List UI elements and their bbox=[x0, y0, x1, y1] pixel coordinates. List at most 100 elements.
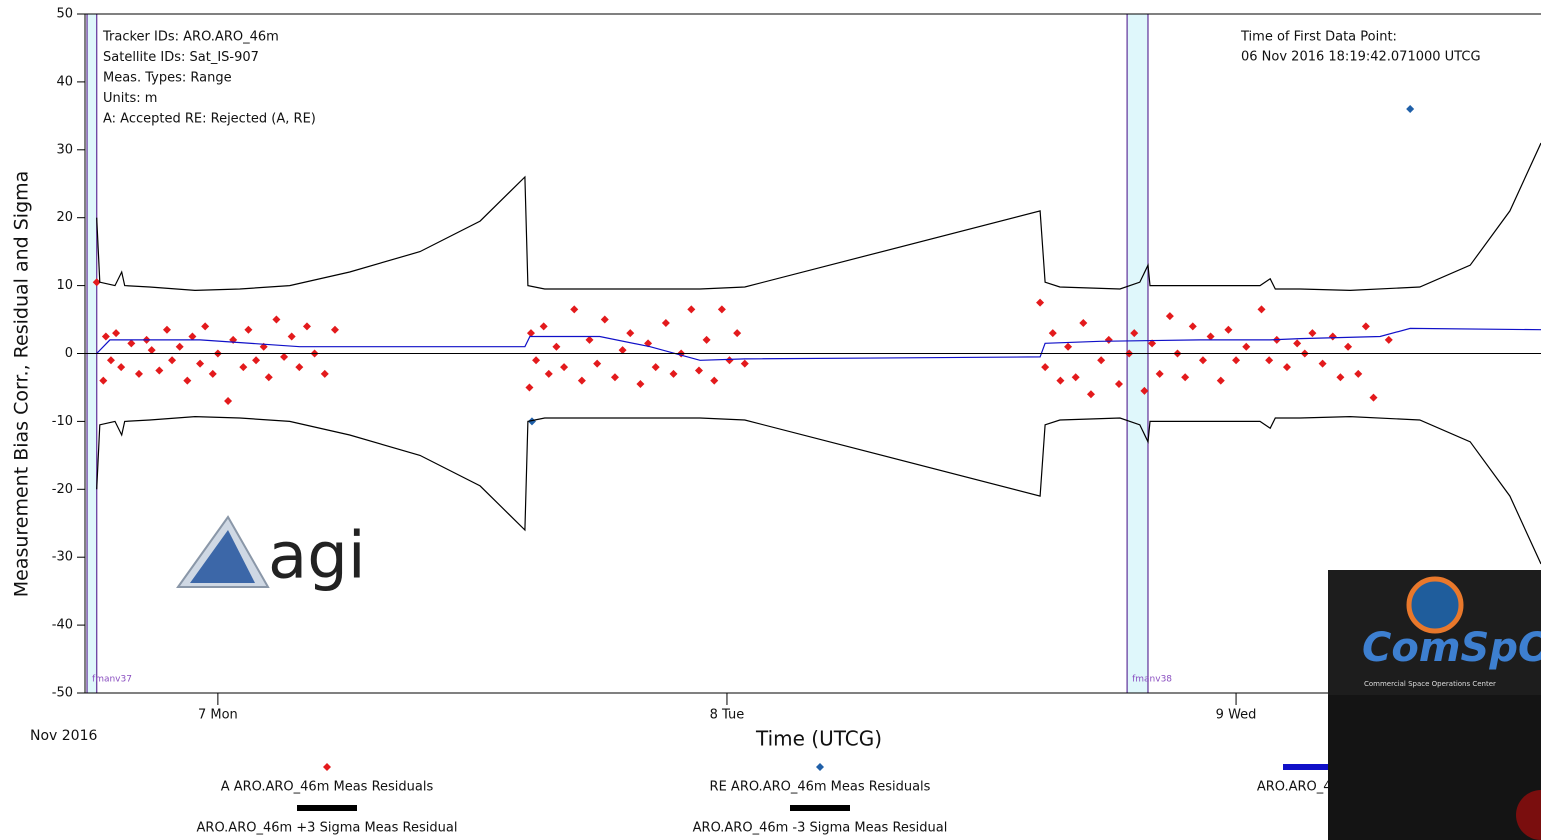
data-point bbox=[272, 315, 281, 324]
data-point bbox=[570, 305, 579, 314]
y-tick-label: -40 bbox=[52, 618, 73, 633]
data-point bbox=[593, 359, 602, 368]
data-point bbox=[168, 356, 177, 365]
first-point-line: Time of First Data Point: bbox=[1240, 30, 1397, 45]
plot-area: fmanv37 fmanv38 bbox=[86, 14, 1541, 693]
info-line: Satellite IDs: Sat_IS-907 bbox=[103, 50, 259, 65]
data-point bbox=[1384, 335, 1393, 344]
data-point bbox=[725, 356, 734, 365]
data-point bbox=[526, 329, 535, 338]
data-point bbox=[1140, 386, 1149, 395]
data-point bbox=[1257, 305, 1266, 314]
first-point-line: 06 Nov 2016 18:19:42.071000 UTCG bbox=[1241, 50, 1481, 65]
data-point bbox=[585, 335, 594, 344]
data-point bbox=[694, 366, 703, 375]
globe bbox=[1406, 576, 1464, 634]
data-point bbox=[618, 346, 627, 355]
data-point bbox=[717, 305, 726, 314]
y-tick-label: -50 bbox=[52, 686, 73, 701]
data-point bbox=[1293, 339, 1302, 348]
data-point bbox=[1071, 373, 1080, 382]
data-point bbox=[287, 332, 296, 341]
y-tick-label: -20 bbox=[52, 482, 73, 497]
data-point bbox=[1282, 363, 1291, 372]
info-line: Units: m bbox=[103, 91, 157, 106]
comspoc-tagline: Commercial Space Operations Center bbox=[1364, 680, 1496, 688]
data-point bbox=[544, 369, 553, 378]
data-point bbox=[224, 397, 233, 406]
data-point bbox=[134, 369, 143, 378]
data-point bbox=[1265, 356, 1274, 365]
data-point bbox=[1181, 373, 1190, 382]
data-point bbox=[1361, 322, 1370, 331]
data-point bbox=[702, 335, 711, 344]
data-point bbox=[106, 356, 115, 365]
x-tick-label: 8 Tue bbox=[710, 708, 745, 723]
data-point bbox=[1130, 329, 1139, 338]
data-point bbox=[155, 366, 164, 375]
data-point bbox=[1086, 390, 1095, 399]
data-point bbox=[1242, 342, 1251, 351]
data-point bbox=[733, 329, 742, 338]
legend-label: ARO.ARO_46m -3 Sigma Meas Residual bbox=[693, 821, 948, 836]
data-point bbox=[552, 342, 561, 351]
series-line bbox=[96, 327, 1541, 361]
data-point bbox=[669, 369, 678, 378]
logo-triangle-inner bbox=[190, 530, 255, 583]
y-tick-label: 20 bbox=[56, 210, 73, 225]
data-point bbox=[1406, 105, 1415, 114]
data-point bbox=[280, 352, 289, 361]
x-axis-label: Time (UTCG) bbox=[755, 727, 882, 751]
y-tick-label: -10 bbox=[52, 414, 73, 429]
data-point bbox=[1097, 356, 1106, 365]
info-line: Meas. Types: Range bbox=[103, 71, 232, 86]
data-point bbox=[201, 322, 210, 331]
data-point bbox=[1344, 342, 1353, 351]
data-point bbox=[1336, 373, 1345, 382]
data-point bbox=[302, 322, 311, 331]
maneuver-label: fmanv38 bbox=[1132, 675, 1172, 685]
series-line bbox=[96, 415, 1541, 565]
data-point bbox=[577, 376, 586, 385]
legend-label: ARO.ARO_46m +3 Sigma Meas Residual bbox=[197, 821, 458, 836]
legend-label: A ARO.ARO_46m Meas Residuals bbox=[221, 780, 434, 795]
data-point bbox=[183, 376, 192, 385]
data-point bbox=[1308, 329, 1317, 338]
data-point bbox=[99, 376, 108, 385]
data-point bbox=[252, 356, 261, 365]
legend-label: RE ARO.ARO_46m Meas Residuals bbox=[710, 780, 931, 795]
data-point bbox=[661, 318, 670, 327]
data-point bbox=[532, 356, 541, 365]
y-tick-label: -30 bbox=[52, 550, 73, 565]
data-point bbox=[525, 383, 534, 392]
data-point bbox=[92, 278, 101, 287]
data-point bbox=[117, 363, 126, 372]
data-point bbox=[1064, 342, 1073, 351]
data-point bbox=[1104, 335, 1113, 344]
data-point bbox=[1048, 329, 1057, 338]
data-point bbox=[1188, 322, 1197, 331]
comspoc-overlay: ComSpOC Commercial Space Operations Cent… bbox=[1328, 570, 1541, 840]
legend: A ARO.ARO_46m Meas Residuals RE ARO.ARO_4… bbox=[197, 763, 1369, 836]
data-point bbox=[687, 305, 696, 314]
data-point bbox=[1114, 380, 1123, 389]
data-point bbox=[188, 332, 197, 341]
data-point bbox=[127, 339, 136, 348]
data-point bbox=[112, 329, 121, 338]
data-point bbox=[1369, 393, 1378, 402]
data-point bbox=[1148, 339, 1157, 348]
data-point bbox=[539, 322, 548, 331]
legend-marker bbox=[816, 763, 824, 771]
data-point bbox=[740, 359, 749, 368]
legend-marker bbox=[323, 763, 331, 771]
data-point bbox=[651, 363, 660, 372]
y-tick-label: 10 bbox=[56, 278, 73, 293]
data-point bbox=[560, 363, 569, 372]
data-point bbox=[636, 380, 645, 389]
data-point bbox=[527, 417, 536, 426]
data-point bbox=[162, 325, 171, 334]
y-tick-label: 50 bbox=[56, 7, 73, 22]
x-period-label: Nov 2016 bbox=[30, 728, 97, 744]
data-point bbox=[1198, 356, 1207, 365]
data-point bbox=[610, 373, 619, 382]
